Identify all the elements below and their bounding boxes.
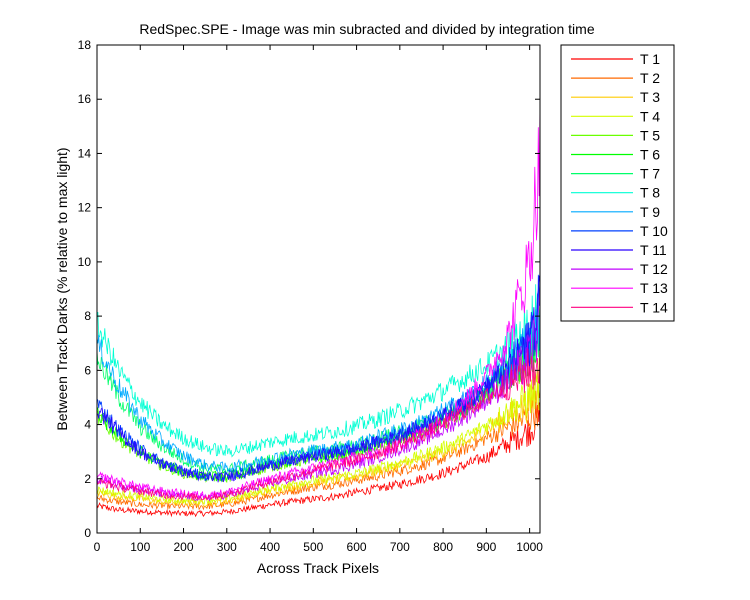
- x-tick-label: 500: [303, 540, 323, 554]
- legend-label: T 9: [640, 204, 660, 220]
- y-tick-label: 6: [84, 363, 91, 377]
- legend-label: T 4: [640, 108, 660, 124]
- legend-label: T 14: [640, 299, 668, 315]
- legend-label: T 13: [640, 280, 668, 296]
- series-line-13: [96, 103, 541, 500]
- plot-frame: [96, 44, 541, 534]
- series-line-4: [96, 358, 541, 505]
- y-tick-label: 10: [78, 255, 92, 269]
- legend-label: T 8: [640, 185, 660, 201]
- legend-label: T 5: [640, 127, 660, 143]
- series-line-14: [96, 343, 541, 501]
- y-tick-label: 12: [78, 201, 92, 215]
- x-tick-label: 300: [217, 540, 237, 554]
- series-lines: [96, 103, 541, 518]
- y-tick-label: 16: [78, 92, 92, 106]
- series-line-9: [96, 301, 541, 473]
- x-axis-label: Across Track Pixels: [257, 560, 379, 576]
- legend-label: T 12: [640, 261, 668, 277]
- y-axis-label: Between Track Darks (% relative to max l…: [54, 147, 70, 430]
- legend: T 1 T 2 T 3 T 4 T 5 T 6 T 7 T 8 T 9 T 10 T 11 T 12 T…: [560, 44, 675, 322]
- x-tick-label: 900: [476, 540, 496, 554]
- chart-title: RedSpec.SPE - Image was min subracted an…: [139, 21, 594, 37]
- legend-label: T 6: [640, 147, 660, 163]
- x-tick-label: 700: [390, 540, 410, 554]
- legend-box: [560, 44, 675, 322]
- legend-label: T 11: [640, 242, 667, 258]
- y-tick-label: 8: [84, 309, 91, 323]
- legend-label: T 1: [640, 51, 660, 67]
- x-tick-label: 100: [130, 540, 150, 554]
- axis-ticks: 0 100 200 300 400 500 600 700 800 900 1000 0 2 4 6 8 10 1…: [78, 38, 544, 554]
- y-tick-label: 18: [78, 38, 92, 52]
- y-tick-label: 0: [84, 526, 91, 540]
- legend-label: T 10: [640, 223, 668, 239]
- x-tick-label: 1000: [516, 540, 543, 554]
- series-line-10: [96, 266, 541, 483]
- y-tick-label: 4: [84, 418, 91, 432]
- series-line-8: [96, 284, 541, 458]
- y-tick-label: 14: [78, 146, 92, 160]
- x-tick-label: 400: [260, 540, 280, 554]
- series-line-1: [96, 402, 541, 518]
- legend-label: T 7: [640, 166, 660, 182]
- legend-label: T 2: [640, 70, 660, 86]
- x-tick-label: 800: [433, 540, 453, 554]
- x-tick-label: 0: [94, 540, 101, 554]
- x-tick-label: 600: [347, 540, 367, 554]
- y-tick-label: 2: [84, 472, 91, 486]
- x-tick-label: 200: [174, 540, 194, 554]
- legend-label: T 3: [640, 89, 660, 105]
